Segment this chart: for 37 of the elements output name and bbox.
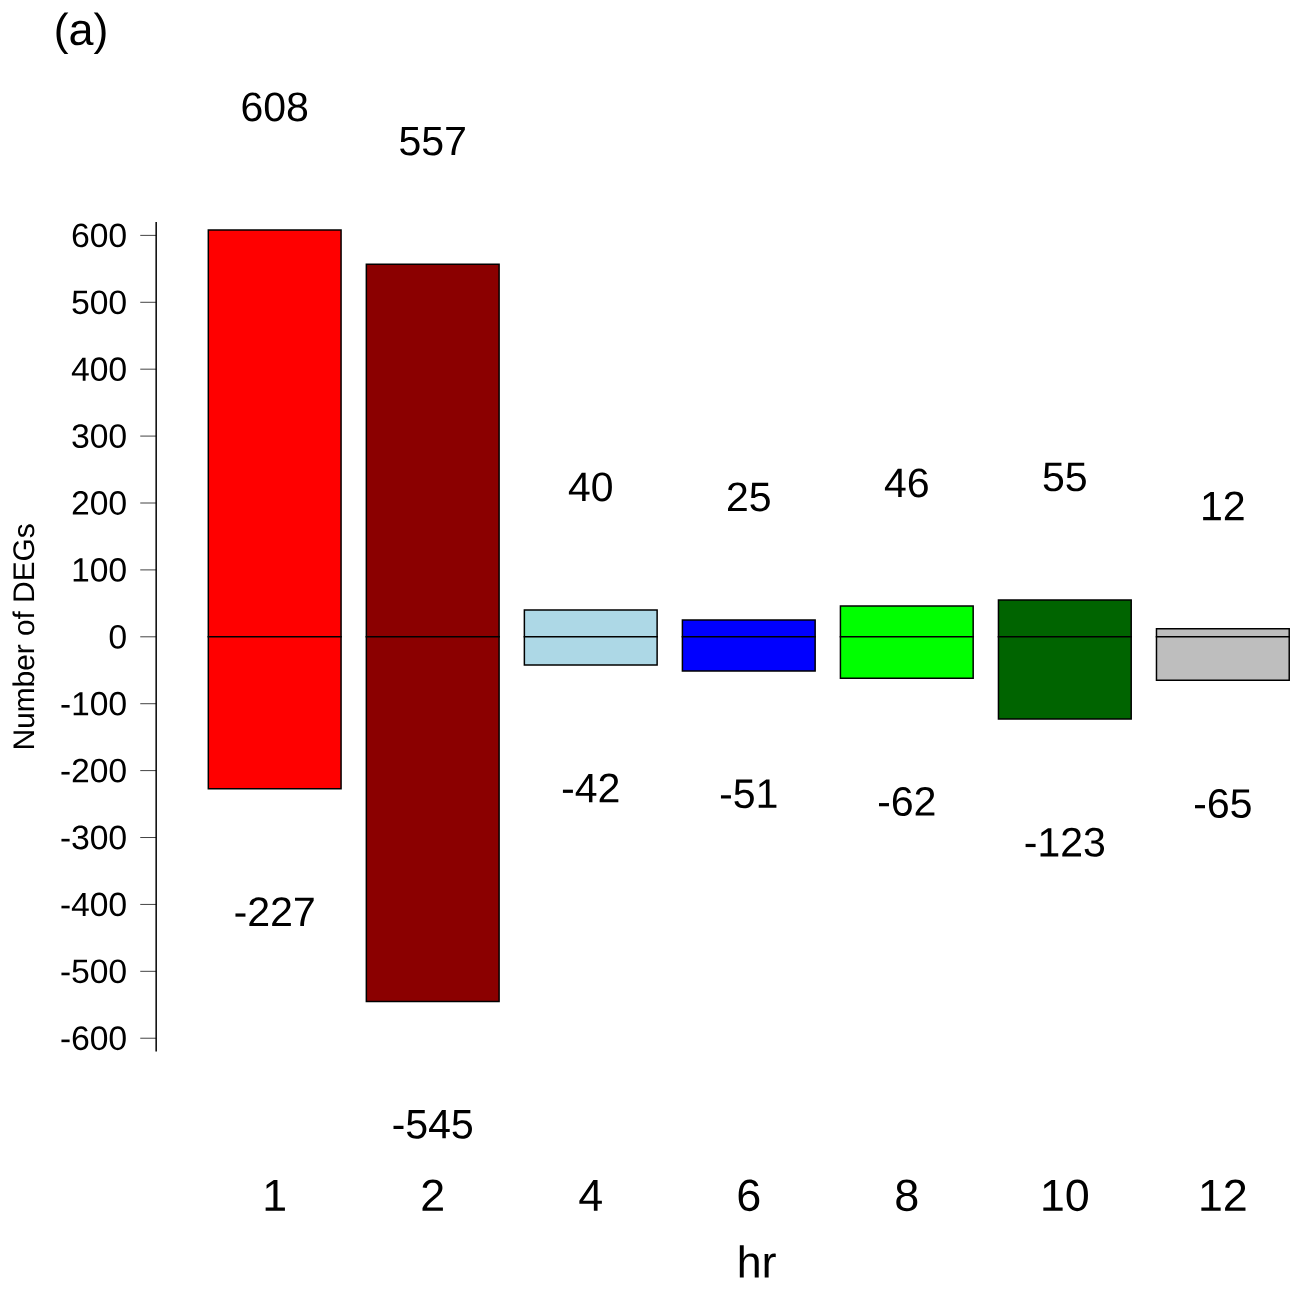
x-tick-label: 2 (422, 1179, 443, 1211)
x-tick-label: 12 (1201, 1179, 1246, 1211)
data-label: 608 (242, 92, 308, 122)
y-tick-label: 200 (72, 491, 126, 515)
y-tick-label: -200 (61, 758, 126, 783)
data-label: -62 (878, 786, 935, 816)
data-label: 557 (400, 126, 465, 156)
x-tick-label: 4 (579, 1179, 602, 1211)
data-label: -51 (720, 779, 777, 809)
data-label: 46 (884, 468, 928, 498)
x-tick-label: 6 (738, 1179, 760, 1212)
data-label: 12 (1203, 491, 1244, 521)
data-label: -545 (393, 1110, 472, 1139)
y-tick-label: -500 (61, 959, 126, 984)
data-label: -42 (562, 773, 619, 803)
data-label: -123 (1025, 827, 1105, 857)
x-tick-label: 10 (1043, 1179, 1088, 1212)
y-axis-title: Number of DEGs (12, 524, 35, 748)
x-axis-title: hr (739, 1245, 776, 1278)
y-tick-label: -100 (61, 691, 126, 716)
data-label: 55 (1043, 462, 1086, 492)
y-tick-label: 0 (109, 624, 126, 649)
y-tick-label: 500 (72, 290, 126, 315)
y-tick-label: 300 (72, 424, 126, 448)
x-tick-label: 1 (265, 1179, 285, 1211)
y-tick-label: -400 (61, 892, 126, 917)
data-label: 25 (728, 482, 770, 512)
data-label: -65 (1195, 788, 1251, 818)
y-tick-label: -300 (61, 825, 126, 850)
y-tick-label: 400 (71, 357, 126, 382)
x-tick-label: 8 (896, 1179, 918, 1212)
y-tick-label: 600 (72, 223, 126, 248)
y-tick-label: 100 (73, 558, 126, 582)
chart-title: (a) (56, 12, 106, 55)
y-tick-label: -600 (61, 1026, 126, 1051)
data-label: 40 (568, 472, 612, 502)
data-label: -227 (235, 897, 314, 926)
